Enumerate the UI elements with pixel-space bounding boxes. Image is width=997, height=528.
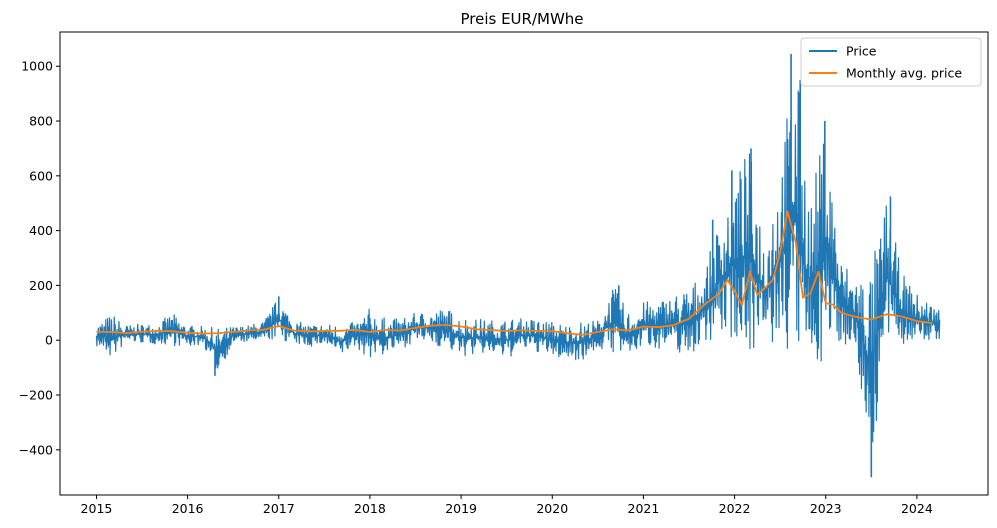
x-tick-label: 2024 (901, 501, 933, 516)
y-tick-label: −400 (19, 442, 53, 457)
y-tick-label: −200 (19, 388, 53, 403)
y-tick-label: 200 (29, 278, 53, 293)
legend-box (800, 37, 982, 87)
chart-title: Preis EUR/MWhe (460, 10, 583, 28)
x-tick-label: 2016 (172, 501, 204, 516)
x-tick-label: 2020 (536, 501, 568, 516)
x-tick-label: 2019 (445, 501, 477, 516)
price-line (95, 90, 941, 443)
x-tick-label: 2018 (354, 501, 386, 516)
plot-content (95, 53, 941, 478)
legend-label: Monthly avg. price (846, 66, 962, 81)
y-tick-label: 400 (29, 223, 53, 238)
x-tick-label: 2022 (719, 501, 751, 516)
series-monthly-avg (96, 210, 933, 336)
x-tick-label: 2023 (810, 501, 842, 516)
x-tick-label: 2017 (263, 501, 295, 516)
legend: Price Monthly avg. price (800, 37, 982, 87)
y-tick-label: 800 (29, 114, 53, 129)
plot-area (95, 53, 941, 478)
monthly-avg-line (96, 210, 933, 336)
x-tick-label: 2015 (81, 501, 113, 516)
axes-frame (59, 31, 989, 496)
y-tick-label: 1000 (21, 59, 53, 74)
series-price (95, 53, 941, 478)
axes: 2015 2016 2017 2018 2019 2020 2021 2022 2023 2024… (19, 31, 989, 516)
y-tick-label: 600 (29, 168, 53, 183)
y-tick-label: 0 (45, 333, 53, 348)
legend-label: Price (846, 44, 877, 59)
x-tick-label: 2021 (628, 501, 660, 516)
